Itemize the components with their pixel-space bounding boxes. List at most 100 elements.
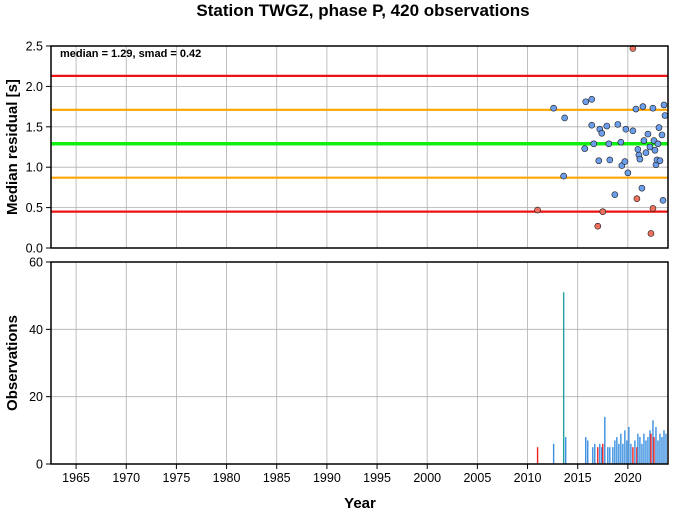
residual-point: [603, 122, 611, 130]
year-tick-label: 2020: [614, 471, 642, 485]
observations-tick-label: 20: [29, 390, 43, 404]
residual-frame: [50, 45, 669, 249]
observation-bar: [552, 443, 555, 464]
observation-bar: [624, 430, 626, 464]
residual-point: [611, 191, 619, 198]
observation-bar: [601, 447, 603, 464]
residual-point: [588, 96, 596, 103]
observation-bar: [616, 437, 618, 464]
observations-y-ticks: 0 20 40 60: [29, 256, 51, 472]
year-tick-label: 2015: [564, 471, 592, 485]
residual-point: [636, 155, 644, 163]
observations-y-label: Observations: [4, 315, 21, 411]
year-tick-label: 1995: [363, 471, 391, 485]
observation-bar: [604, 416, 606, 464]
observation-bar: [626, 440, 628, 464]
year-tick-label: 1975: [163, 471, 191, 485]
outlier-bar: [653, 437, 655, 464]
observation-bar: [652, 420, 654, 464]
stats-annotation: median = 1.29, smad = 0.42: [60, 48, 201, 60]
chart-title: Station TWGZ, phase P, 420 observations: [196, 1, 529, 20]
observation-bar: [655, 426, 657, 464]
residual-point: [560, 172, 567, 180]
year-x-label: Year: [344, 495, 376, 511]
residual-point: [634, 146, 642, 153]
residual-point: [651, 146, 659, 154]
residual-point: [606, 156, 614, 164]
year-tick-label: 2005: [463, 471, 491, 485]
outlier-point: [633, 195, 641, 203]
residual-point: [561, 114, 568, 122]
observation-bar: [643, 433, 645, 464]
residual-point: [598, 129, 606, 137]
observation-bar: [628, 426, 630, 464]
residual-point: [617, 138, 625, 146]
year-tick-label: 2010: [514, 471, 542, 485]
observation-bar: [665, 433, 667, 464]
outlier-point: [599, 208, 607, 215]
observation-bar: [663, 430, 665, 464]
observation-bar: [607, 447, 609, 464]
residual-point: [639, 103, 647, 110]
outlier-bar: [650, 433, 652, 464]
residual-point: [660, 101, 668, 109]
observation-bar: [647, 437, 649, 464]
outlier-bar: [636, 447, 638, 464]
outlier-bar: [597, 447, 599, 464]
observation-bar: [637, 433, 639, 464]
residual-point: [649, 104, 657, 112]
year-tick-label: 1980: [213, 471, 241, 485]
year-tick-label: 1990: [313, 471, 341, 485]
residual-point: [581, 145, 589, 152]
residual-point: [656, 157, 664, 165]
observation-bar: [609, 447, 611, 464]
year-tick-label: 2000: [413, 471, 441, 485]
observations-grid: [51, 261, 668, 465]
outlier-bar: [632, 447, 634, 464]
residual-tick-label: 1.0: [26, 161, 43, 175]
observation-bar: [592, 447, 594, 464]
residual-point: [622, 125, 630, 133]
observations-tick-label: 40: [29, 323, 43, 337]
residual-point: [642, 149, 650, 156]
observations-tick-label: 60: [29, 256, 43, 270]
observation-bar: [599, 443, 601, 464]
observation-bar: [645, 440, 647, 464]
residual-panel: 0.0 0.5 1.0 1.5 2.0 2.5 median = 1.29, smad =…: [4, 40, 669, 256]
outlier-point: [534, 206, 541, 214]
observation-bar: [622, 443, 624, 464]
residual-point: [658, 131, 666, 139]
observation-bar: [585, 437, 587, 464]
residual-tick-label: 0.5: [26, 201, 43, 215]
residual-point: [638, 184, 646, 192]
observation-bar: [587, 440, 589, 464]
residual-point: [655, 124, 663, 131]
residual-point: [661, 112, 669, 119]
residual-points: [534, 45, 669, 237]
observation-bar: [661, 437, 663, 464]
outlier-point: [649, 205, 657, 212]
residual-tick-label: 2.0: [26, 80, 43, 94]
observation-bar: [612, 447, 614, 464]
observations-bars: [536, 292, 667, 464]
outlier-point: [594, 222, 602, 230]
residual-point: [646, 143, 654, 151]
observation-bar: [634, 440, 636, 464]
residual-point: [582, 98, 590, 106]
observation-bar: [639, 437, 641, 464]
observation-bar: [562, 292, 565, 464]
residual-point: [550, 104, 557, 112]
outlier-bar: [536, 447, 539, 464]
residual-point: [659, 197, 667, 204]
residual-point: [654, 140, 662, 148]
observations-tick-label: 0: [36, 458, 43, 472]
residual-point: [590, 140, 598, 148]
residual-y-label: Median residual [s]: [4, 79, 21, 215]
residual-y-ticks: 0.0 0.5 1.0 1.5 2.0 2.5: [26, 40, 51, 256]
observation-bar: [618, 443, 620, 464]
outlier-bar: [602, 443, 604, 464]
observation-bar: [614, 440, 616, 464]
residual-reference-lines: [51, 74, 668, 213]
residual-point: [614, 121, 622, 128]
